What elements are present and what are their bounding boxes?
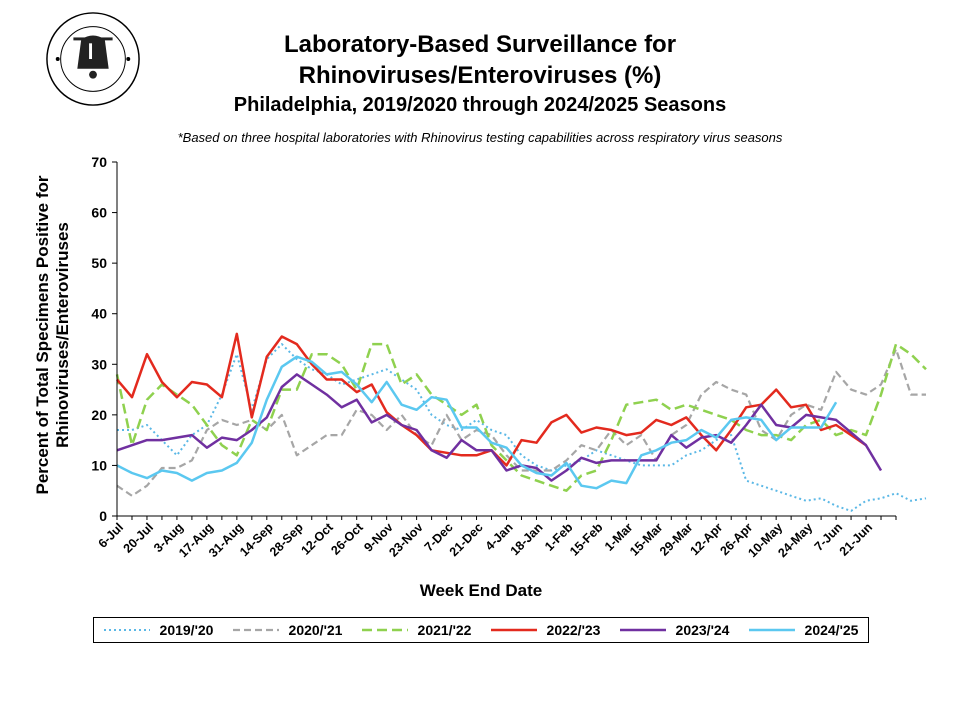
city-seal-logo <box>46 12 140 106</box>
y-tick-label: 10 <box>91 457 107 473</box>
x-tick-label: 15-Feb <box>567 520 606 559</box>
series-line-2 <box>115 342 927 492</box>
series-line-0 <box>117 343 927 512</box>
legend-label: 2022/'23 <box>546 622 601 638</box>
legend-item: 2019/'20 <box>103 622 214 638</box>
x-tick-label: 12-Apr <box>687 520 725 558</box>
legend-swatch <box>361 628 408 632</box>
legend-label: 2021/'22 <box>417 622 472 638</box>
x-axis-ticks: 6-Jul20-Jul3-Aug17-Aug31-Aug14-Sep28-Sep… <box>96 516 897 560</box>
x-tick-label: 23-Nov <box>386 520 425 559</box>
x-tick-label: 24-May <box>775 520 815 560</box>
series-lines <box>115 332 927 512</box>
legend-item: 2024/'25 <box>748 622 859 638</box>
y-axis-title-line2: Rhinoviruses/Enteroviruses <box>53 222 72 448</box>
legend-swatch <box>619 628 666 632</box>
legend-item: 2022/'23 <box>490 622 601 638</box>
chart-title-line2: Rhinoviruses/Enteroviruses (%) <box>298 62 662 89</box>
legend-swatch <box>748 628 795 632</box>
x-tick-label: 29-Mar <box>657 520 695 558</box>
x-tick-label: 12-Oct <box>298 520 336 558</box>
legend-label: 2023/'24 <box>675 622 730 638</box>
series-line-4 <box>116 373 883 482</box>
legend-swatch <box>490 628 537 632</box>
x-tick-label: 21-Jun <box>837 520 875 558</box>
y-axis-ticks: 0 10 20 30 40 50 60 70 <box>91 154 117 524</box>
x-tick-label: 21-Dec <box>447 520 486 559</box>
legend-item: 2023/'24 <box>619 622 730 638</box>
chart-footnote: *Based on three hospital laboratories wi… <box>177 130 783 145</box>
y-tick-label: 70 <box>91 154 107 170</box>
legend-label: 2020/'21 <box>288 622 343 638</box>
series-line-5 <box>116 355 838 490</box>
y-tick-label: 50 <box>91 255 107 271</box>
y-tick-label: 60 <box>91 205 107 221</box>
y-tick-label: 0 <box>99 508 107 524</box>
y-tick-label: 30 <box>91 356 107 372</box>
y-tick-label: 20 <box>91 407 107 423</box>
x-tick-label: 28-Sep <box>267 520 306 559</box>
legend-swatch <box>103 629 150 631</box>
y-tick-label: 40 <box>91 306 107 322</box>
chart-title-line1: Laboratory-Based Surveillance for <box>283 31 677 58</box>
legend-item: 2021/'22 <box>361 622 472 638</box>
x-tick-label: 26-Oct <box>328 520 366 558</box>
legend-item: 2020/'21 <box>232 622 343 638</box>
series-line-1 <box>116 348 926 497</box>
x-tick-label: 20-Jul <box>121 520 156 555</box>
legend-label: 2024/'25 <box>804 622 859 638</box>
y-axis-title-line1: Percent of Total Specimens Positive for <box>33 175 52 494</box>
legend-label: 2019/'20 <box>159 622 214 638</box>
chart-legend: 2019/'20 2020/'21 2021/'22 2022/'23 2023/'24… <box>93 617 869 643</box>
x-axis-title: Week End Date <box>420 581 543 600</box>
x-tick-label: 18-Jan <box>508 520 546 558</box>
chart-subtitle: Philadelphia, 2019/2020 through 2024/202… <box>233 94 727 116</box>
legend-swatch <box>232 628 279 632</box>
